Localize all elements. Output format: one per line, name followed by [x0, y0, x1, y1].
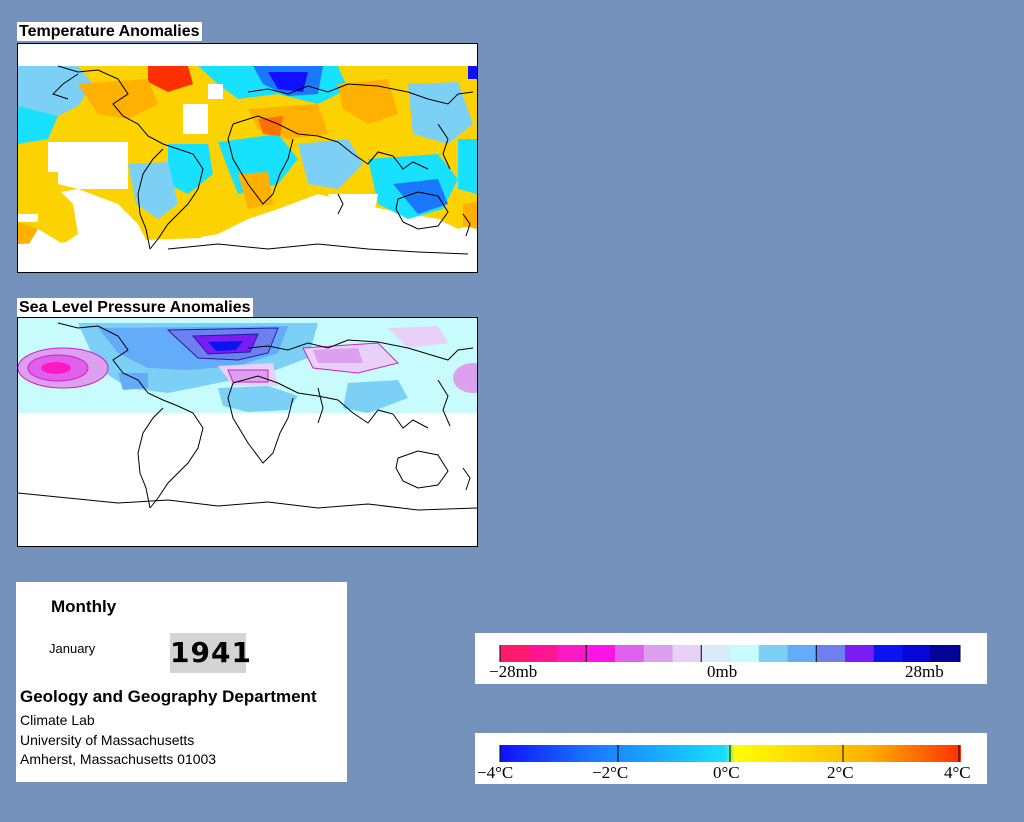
temperature-legend-label: −2°C — [592, 763, 628, 782]
address-line: University of Massachusetts — [20, 732, 195, 748]
pressure-legend-swatch — [615, 645, 645, 662]
pressure-legend-min-label: −28mb — [489, 662, 537, 681]
pressure-legend-swatch — [643, 645, 673, 662]
pressure-legend-swatch — [931, 645, 961, 662]
pressure-legend-swatch — [873, 645, 903, 662]
temperature-legend-label: 4°C — [944, 763, 971, 782]
pressure-legend-swatch — [730, 645, 760, 662]
pressure-legend-swatch — [816, 645, 846, 662]
pressure-legend-swatch — [845, 645, 875, 662]
pressure-legend-swatch — [758, 645, 788, 662]
pressure-legend-mid-label: 0mb — [707, 662, 737, 681]
pressure-legend-max-label: 28mb — [905, 662, 944, 681]
pressure-legend-swatch — [672, 645, 702, 662]
temperature-legend-label: 2°C — [827, 763, 854, 782]
pressure-map-title: Sea Level Pressure Anomalies — [17, 298, 253, 317]
department-label: Geology and Geography Department — [20, 687, 317, 706]
temperature-anomaly-map — [17, 43, 478, 273]
pressure-legend-swatch — [557, 645, 587, 662]
pressure-legend-swatch — [787, 645, 817, 662]
info-panel: Monthly January 1941 Geology and Geograp… — [16, 582, 347, 782]
pressure-legend-swatch — [586, 645, 616, 662]
temperature-legend: −4°C −2°C 0°C 2°C 4°C — [475, 733, 987, 784]
pressure-legend-swatch — [528, 645, 558, 662]
temperature-legend-svg: −4°C −2°C 0°C 2°C 4°C — [477, 745, 971, 782]
pressure-legend-svg: −28mb 0mb 28mb — [489, 645, 961, 681]
pressure-anomaly-map — [17, 317, 478, 547]
year-display: 1941 — [170, 633, 251, 673]
pressure-legend-swatch — [701, 645, 731, 662]
pressure-legend: −28mb 0mb 28mb — [475, 633, 987, 684]
address-line: Climate Lab — [20, 712, 95, 728]
period-label: Monthly — [51, 597, 117, 616]
temperature-legend-label: −4°C — [477, 763, 513, 782]
temperature-map-svg — [18, 44, 477, 272]
temperature-legend-label: 0°C — [713, 763, 740, 782]
address-line: Amherst, Massachusetts 01003 — [20, 751, 217, 767]
temperature-map-title: Temperature Anomalies — [17, 22, 202, 41]
pressure-legend-swatch — [902, 645, 932, 662]
month-label: January — [49, 641, 96, 656]
pressure-legend-swatch — [500, 645, 530, 662]
pressure-map-svg — [18, 318, 477, 546]
